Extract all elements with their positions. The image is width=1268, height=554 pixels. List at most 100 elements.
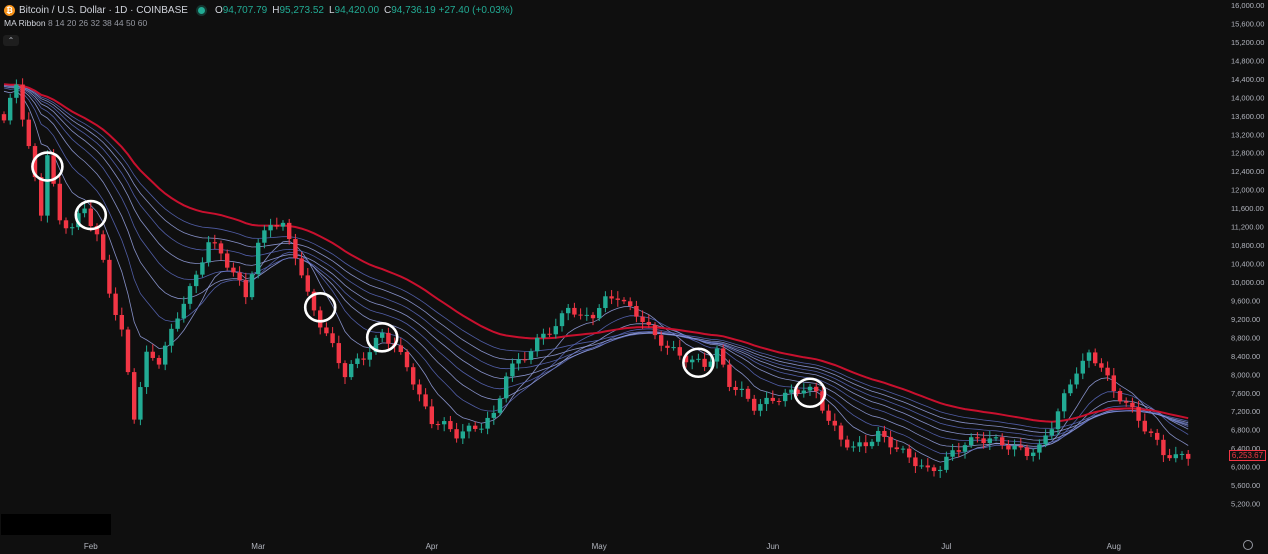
x-tick-label: Feb [84, 542, 98, 551]
candle-body [807, 386, 813, 391]
candle-body [702, 358, 707, 367]
y-tick-label: 7,600.00 [1231, 389, 1260, 398]
candle-body [894, 447, 899, 450]
candle-body [615, 298, 620, 300]
candle-body [981, 438, 986, 444]
candle-body [39, 177, 44, 216]
candle-body [919, 465, 924, 467]
candle-body [1161, 439, 1166, 456]
redacted-box [1, 514, 111, 535]
candle-body [51, 155, 56, 184]
candle-body [1155, 432, 1160, 440]
y-tick-label: 15,600.00 [1231, 19, 1264, 28]
candle-body [603, 296, 608, 309]
x-tick-label: Aug [1107, 542, 1121, 551]
y-tick-label: 12,000.00 [1231, 186, 1264, 195]
candle-body [845, 439, 850, 448]
candle-body [454, 429, 459, 439]
candle-body [361, 358, 366, 360]
ma-line-8 [3, 90, 1189, 463]
high-value: 95,273.52 [279, 4, 324, 16]
low-value: 94,420.00 [334, 4, 380, 16]
candle-body [1062, 393, 1067, 412]
candle-body [367, 352, 372, 360]
candle-body [1068, 384, 1073, 394]
y-tick-label: 5,600.00 [1231, 481, 1260, 490]
candle-body [466, 425, 472, 432]
collapse-legend-button[interactable]: ⌃ [3, 35, 19, 46]
candle-body [783, 392, 788, 402]
candle-body [584, 314, 589, 316]
candle-body [1124, 401, 1129, 403]
candle-body [485, 417, 490, 429]
candle-body [287, 222, 292, 240]
y-tick-label: 12,800.00 [1231, 149, 1264, 158]
x-tick-label: Apr [426, 542, 439, 551]
candle-body [745, 388, 751, 399]
highlight-circle-5 [682, 347, 715, 379]
candle-body [838, 425, 844, 440]
candle-body [156, 357, 162, 365]
candle-body [876, 430, 881, 442]
candle-body [311, 291, 317, 311]
candle-body [94, 225, 100, 235]
candle-body [962, 445, 968, 452]
candle-body [429, 406, 434, 425]
candle-body [938, 469, 943, 472]
indicator-name: MA Ribbon [4, 18, 46, 28]
candle-body [243, 280, 248, 298]
ma-line-50 [3, 84, 1189, 429]
candle-body [299, 258, 304, 276]
candle-body [652, 324, 658, 336]
candle-body [435, 424, 441, 426]
candle-body [516, 359, 521, 364]
candle-body [609, 296, 614, 299]
y-tick-label: 16,000.00 [1231, 1, 1264, 10]
candle-body [795, 389, 800, 394]
candle-body [640, 316, 645, 322]
x-tick-label: Jun [766, 542, 779, 551]
candle-body [510, 363, 515, 377]
highlight-circle-6 [793, 377, 827, 409]
candle-body [262, 230, 267, 243]
highlight-circle-3 [303, 292, 337, 323]
settings-icon[interactable] [1243, 540, 1253, 550]
candle-body [634, 305, 639, 317]
y-tick-label: 10,400.00 [1231, 260, 1264, 269]
candle-body [975, 437, 980, 439]
y-tick-label: 7,200.00 [1231, 407, 1260, 416]
candle-body [882, 430, 887, 437]
candle-body [417, 384, 422, 395]
candle-body [913, 457, 918, 467]
symbol-title[interactable]: Bitcoin / U.S. Dollar · 1D · COINBASE [19, 4, 188, 16]
x-tick-label: May [592, 542, 607, 551]
candle-body [293, 239, 298, 259]
candle-body [448, 421, 453, 430]
y-tick-label: 11,200.00 [1231, 223, 1264, 232]
candle-body [752, 398, 757, 411]
y-tick-label: 13,200.00 [1231, 130, 1264, 139]
candle-body [597, 308, 602, 319]
candle-body [863, 442, 868, 447]
candle-body [1000, 437, 1005, 446]
market-status-icon[interactable] [197, 6, 205, 14]
candle-body [125, 329, 131, 373]
candle-body [218, 243, 224, 254]
candle-body [1142, 420, 1147, 432]
ohlc-values: O94,707.79 H95,273.52 L94,420.00 C94,736… [215, 5, 513, 16]
indicator-legend[interactable]: MA Ribbon 8 14 20 26 32 38 44 50 60 [4, 18, 147, 28]
candle-body [373, 337, 379, 353]
candle-body [491, 412, 496, 418]
candle-body [398, 345, 403, 353]
candle-body [119, 314, 124, 330]
candle-body [826, 410, 831, 421]
candle-body [231, 267, 236, 273]
candle-body [497, 398, 503, 413]
candle-body [144, 351, 149, 388]
candle-body [646, 321, 651, 325]
candle-body [801, 390, 806, 394]
candle-body [708, 361, 713, 367]
y-tick-label: 14,000.00 [1231, 93, 1264, 102]
